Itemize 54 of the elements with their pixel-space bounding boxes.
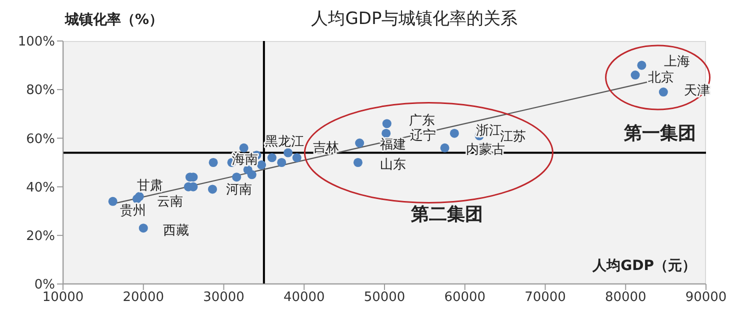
annotation: 贵州 <box>120 204 146 219</box>
annotation: 第一集团 <box>623 122 696 144</box>
point <box>658 88 668 97</box>
y-tick-label: 60% <box>26 132 55 147</box>
point <box>382 128 391 138</box>
annotation: 海南 <box>232 152 258 168</box>
annotation: 上海 <box>664 54 690 70</box>
point <box>208 158 218 168</box>
annotation: 江苏 <box>500 130 526 145</box>
annotation: 河南 <box>226 182 252 198</box>
annotation: 西藏 <box>163 224 189 239</box>
point <box>239 143 248 152</box>
point <box>208 184 218 194</box>
point <box>355 138 364 148</box>
point <box>277 158 286 168</box>
y-tick-label: 100% <box>18 34 55 50</box>
point <box>284 148 293 158</box>
x-tick-label: 10000 <box>42 290 84 306</box>
point <box>450 128 459 138</box>
point <box>138 224 148 233</box>
point <box>232 172 242 182</box>
annotation: 甘肃 <box>137 178 163 194</box>
point <box>637 60 646 70</box>
x-tick-label: 60000 <box>444 290 486 306</box>
annotation: 黑龙江 <box>265 134 304 150</box>
x-tick-label: 50000 <box>364 290 406 306</box>
point <box>440 143 450 152</box>
point <box>630 70 640 80</box>
point <box>353 158 362 168</box>
x-tick-label: 20000 <box>122 290 164 306</box>
chart-title: 人均GDP与城镇化率的关系 <box>311 9 518 29</box>
y-tick-label: 80% <box>26 83 55 98</box>
point <box>292 153 302 162</box>
point <box>108 196 118 206</box>
annotation: 云南 <box>157 194 183 210</box>
x-axis-title: 人均GDP（元） <box>592 258 696 274</box>
x-tick-label: 70000 <box>524 290 566 306</box>
y-tick-label: 0% <box>34 278 55 293</box>
annotation: 福建 <box>380 138 406 153</box>
x-tick-label: 90000 <box>685 290 727 306</box>
point <box>382 119 392 128</box>
point <box>134 192 144 202</box>
y-tick-label: 20% <box>26 229 55 244</box>
annotation: 山东 <box>380 158 406 173</box>
point <box>257 160 266 170</box>
x-tick-label: 40000 <box>283 290 325 306</box>
annotation: 广东 <box>409 114 435 129</box>
point <box>247 170 256 180</box>
y-tick-label: 40% <box>26 180 55 196</box>
y-axis-title: 城镇化率（%） <box>64 11 164 28</box>
x-tick-label: 80000 <box>604 290 646 306</box>
point <box>267 153 276 162</box>
x-tick-label: 30000 <box>203 290 244 306</box>
annotation: 第二集团 <box>410 204 483 225</box>
